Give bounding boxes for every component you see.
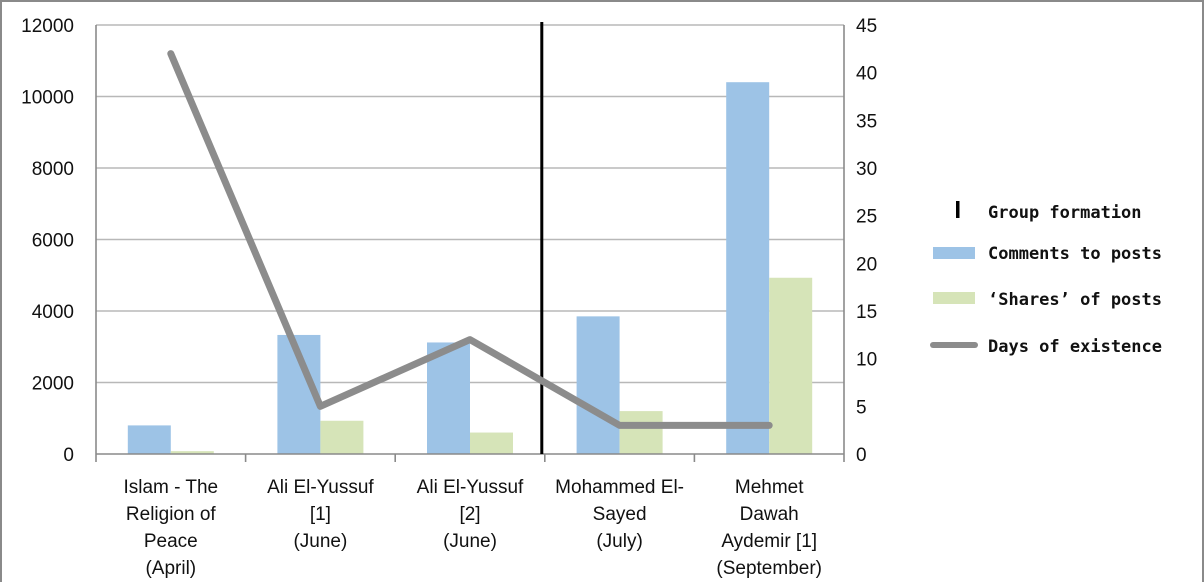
category-label-line: Islam - The xyxy=(123,477,218,498)
days-of-existence-line xyxy=(167,50,773,429)
bar-shares-4 xyxy=(769,277,813,454)
right-tick-label: 5 xyxy=(856,397,867,418)
left-tick-label: 4000 xyxy=(32,302,74,323)
category-label-line: Ali El-Yussuf xyxy=(417,477,524,498)
bar-shares-0 xyxy=(170,451,214,454)
legend-label-comments: Comments to posts xyxy=(988,244,1162,264)
category-label-line: [2] xyxy=(459,504,480,525)
legend-item-shares: ‘Shares’ of posts xyxy=(933,290,1162,310)
right-tick-label: 40 xyxy=(856,64,877,85)
right-tick-label: 30 xyxy=(856,159,877,180)
category-label-0: Islam - The Religion of Peace (April) xyxy=(123,477,218,579)
category-label-1: Ali El-Yussuf [1] (June) xyxy=(267,477,374,552)
category-label-line: Peace xyxy=(144,531,198,552)
category-label-line: Mehmet xyxy=(735,477,804,498)
right-tick-label: 35 xyxy=(856,111,877,132)
left-tick-label: 6000 xyxy=(32,231,74,252)
legend: Group formation Comments to posts ‘Share… xyxy=(930,201,1162,357)
category-label-line: Religion of xyxy=(126,504,216,525)
category-label-line: (April) xyxy=(145,558,196,579)
category-label-line: (September) xyxy=(716,558,822,579)
legend-label-shares: ‘Shares’ of posts xyxy=(988,290,1162,310)
right-tick-label: 20 xyxy=(856,254,877,275)
category-label-line: Dawah xyxy=(740,504,799,525)
legend-swatch-shares xyxy=(933,292,975,304)
bar-shares-2 xyxy=(470,432,513,454)
category-label-4: Mehmet Dawah Aydemir [1] (September) xyxy=(716,477,822,579)
right-tick-label: 15 xyxy=(856,302,877,323)
category-label-line: Sayed xyxy=(593,504,647,525)
bar-comments-2 xyxy=(427,342,470,454)
left-axis-ticks: 0 2000 4000 6000 8000 10000 12000 xyxy=(21,16,74,466)
bar-shares-3 xyxy=(619,411,663,454)
bar-shares-1 xyxy=(320,420,364,454)
legend-item-group-formation: Group formation xyxy=(956,201,1142,223)
right-tick-label: 25 xyxy=(856,207,877,228)
category-label-line: Ali El-Yussuf xyxy=(267,477,374,498)
bar-comments-3 xyxy=(576,316,620,454)
right-tick-label: 45 xyxy=(856,16,877,37)
right-tick-label: 10 xyxy=(856,350,877,371)
legend-label-days: Days of existence xyxy=(988,337,1162,357)
bar-comments-4 xyxy=(726,82,770,454)
category-label-line: Mohammed El- xyxy=(555,477,684,498)
category-label-line: (June) xyxy=(443,531,497,552)
category-label-3: Mohammed El- Sayed (July) xyxy=(555,477,684,552)
right-tick-label: 0 xyxy=(856,445,867,466)
legend-swatch-comments xyxy=(933,247,975,259)
right-axis-ticks: 0 5 10 15 20 25 30 35 40 45 xyxy=(856,16,877,466)
bar-comments-0 xyxy=(127,425,171,454)
left-tick-label: 8000 xyxy=(32,159,74,180)
left-tick-label: 10000 xyxy=(21,88,74,109)
legend-item-comments: Comments to posts xyxy=(933,244,1162,264)
category-label-line: (June) xyxy=(293,531,347,552)
legend-swatch-group-formation xyxy=(956,201,960,218)
left-tick-label: 12000 xyxy=(21,16,74,37)
left-tick-label: 2000 xyxy=(32,374,74,395)
axes xyxy=(95,25,845,462)
category-label-line: (July) xyxy=(596,531,642,552)
days-line xyxy=(167,50,773,429)
category-label-line: [1] xyxy=(310,504,331,525)
category-label-line: Aydemir [1] xyxy=(721,531,817,552)
category-labels: Islam - The Religion of Peace (April) Ali El… xyxy=(123,477,822,579)
category-label-2: Ali El-Yussuf [2] (June) xyxy=(417,477,524,552)
legend-label-group-formation: Group formation xyxy=(988,203,1142,223)
legend-item-days: Days of existence xyxy=(930,337,1162,357)
left-tick-label: 0 xyxy=(63,445,74,466)
bars xyxy=(127,82,813,454)
